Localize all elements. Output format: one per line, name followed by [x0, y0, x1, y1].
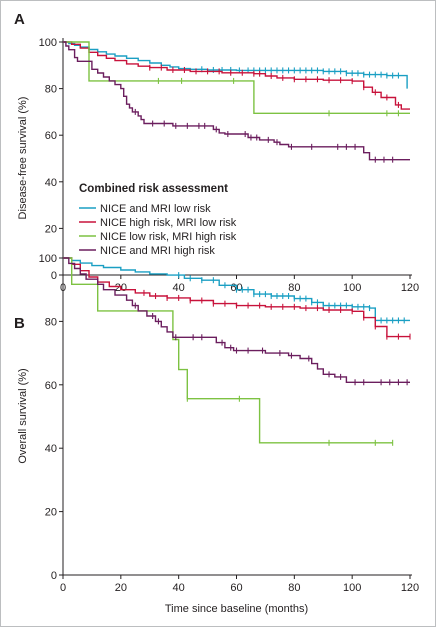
series-3: [63, 41, 410, 117]
y-tick-label: 80: [45, 316, 57, 328]
series-line: [63, 257, 393, 444]
x-tick-label: 80: [288, 582, 300, 594]
x-tick-label: 100: [343, 582, 361, 594]
legend-label: NICE high risk, MRI low risk: [100, 217, 237, 229]
series-line: [63, 41, 410, 110]
series-3: [63, 257, 394, 446]
panel-b: B 0 20 40 60 80 100 0 20 40 60 80 100 120 Overall surv…: [14, 253, 419, 615]
y-tick-label: 0: [51, 570, 57, 582]
y-tick-label: 60: [45, 130, 57, 142]
x-tick-label: 60: [230, 582, 242, 594]
series-4: [63, 257, 410, 386]
x-tick-label: 40: [173, 282, 185, 294]
legend-title: Combined risk assessment: [79, 183, 228, 195]
y-tick-label: 0: [51, 270, 57, 282]
y-axis-label: Disease-free survival (%): [17, 97, 29, 220]
legend-label: NICE and MRI high risk: [100, 245, 215, 257]
x-tick-label: 20: [115, 582, 127, 594]
y-tick-label: 40: [45, 443, 57, 455]
series-line: [63, 257, 410, 383]
series-line: [63, 41, 410, 114]
x-tick-label: 120: [401, 282, 419, 294]
series-4: [63, 41, 410, 163]
y-tick-label: 100: [39, 37, 57, 49]
legend-label: NICE low risk, MRI high risk: [100, 231, 237, 243]
panel-label: B: [14, 315, 25, 332]
x-tick-label: 120: [401, 582, 419, 594]
y-tick-label: 80: [45, 84, 57, 96]
y-tick-label: 40: [45, 177, 57, 189]
x-tick-label: 0: [60, 582, 66, 594]
legend-label: NICE and MRI low risk: [100, 203, 211, 215]
panel-label: A: [14, 11, 25, 28]
y-tick-label: 20: [45, 507, 57, 519]
y-tick-label: 20: [45, 223, 57, 235]
series-1: [63, 257, 410, 324]
x-tick-label: 80: [288, 282, 300, 294]
series-2: [63, 41, 410, 110]
series-line: [63, 257, 410, 322]
series-line: [63, 41, 410, 161]
panel-a: A020406080100020406080100120Disease-free…: [14, 11, 419, 294]
x-axis-label: Time since baseline (months): [165, 603, 308, 615]
y-tick-label: 100: [39, 253, 57, 265]
x-tick-label: 40: [173, 582, 185, 594]
x-tick-label: 100: [343, 282, 361, 294]
y-tick-label: 60: [45, 380, 57, 392]
series-2: [63, 257, 411, 340]
y-axis-label: Overall survival (%): [17, 368, 29, 463]
